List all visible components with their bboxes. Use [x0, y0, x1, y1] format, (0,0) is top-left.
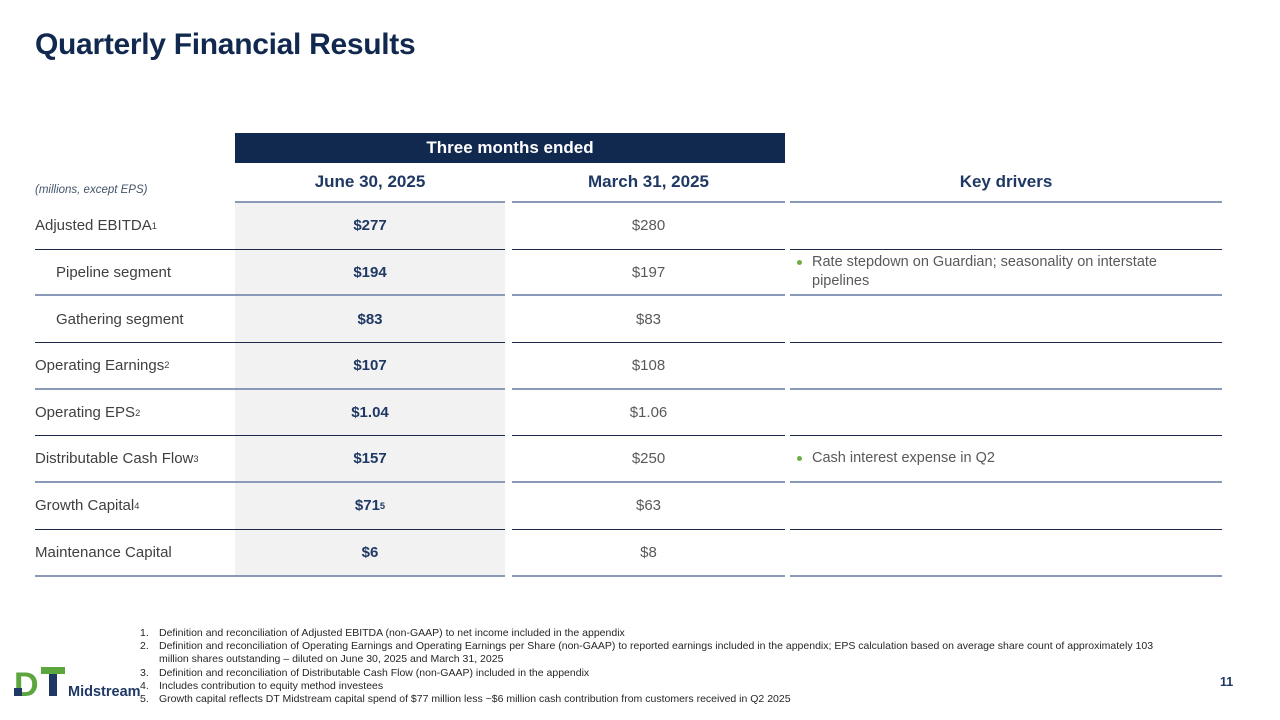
key-driver-cell — [790, 203, 1222, 250]
group-header-row: Three months ended — [35, 133, 1222, 163]
footnote: 5. Growth capital reflects DT Midstream c… — [140, 693, 791, 706]
unit-note: (millions, except EPS) — [35, 184, 148, 196]
key-driver-cell — [790, 530, 1222, 577]
march-value: $8 — [512, 530, 785, 577]
dt-logo-icon: D Midstream — [14, 666, 141, 704]
table-row: Growth Capital 4 $71 5 $63 — [35, 483, 1222, 530]
group-header: Three months ended — [235, 133, 785, 163]
page-number: 11 — [1220, 675, 1234, 689]
june-value: $194 — [235, 249, 505, 297]
key-driver-cell: Cash interest expense in Q2 — [790, 436, 1222, 484]
june-value: $107 — [235, 343, 505, 390]
march-value: $1.06 — [512, 390, 785, 437]
page-title: Quarterly Financial Results — [35, 28, 416, 61]
table-row: Operating Earnings 2 $107 $108 — [35, 343, 1222, 390]
march-value: $108 — [512, 343, 785, 390]
table-row: Gathering segment $83 $83 — [35, 296, 1222, 344]
table-row: Maintenance Capital $6 $8 — [35, 529, 1222, 577]
key-driver-cell — [790, 390, 1222, 437]
row-label: Growth Capital 4 — [35, 483, 235, 530]
table-row: Distributable Cash Flow 3 $157 $250 Cash … — [35, 436, 1222, 484]
key-driver-cell — [790, 483, 1222, 530]
row-label: Gathering segment — [35, 296, 235, 344]
march-value: $280 — [512, 203, 785, 250]
row-label: Pipeline segment — [35, 250, 235, 297]
june-value: $71 5 — [235, 483, 505, 530]
column-header-key-drivers: Key drivers — [790, 163, 1222, 203]
column-header-june: June 30, 2025 — [235, 163, 505, 203]
table-row: Pipeline segment $194 $197 Rate stepdown… — [35, 249, 1222, 297]
june-value: $1.04 — [235, 389, 505, 437]
logo-wordmark: Midstream — [68, 684, 141, 700]
row-label: Operating Earnings 2 — [35, 343, 235, 390]
key-driver-text: Rate stepdown on Guardian; seasonality o… — [812, 253, 1157, 290]
footnote: 3. Definition and reconciliation of Distr… — [140, 666, 590, 679]
dt-midstream-logo: D Midstream — [14, 664, 149, 711]
footnote: 4. Includes contribution to equity method… — [140, 679, 384, 692]
row-label: Maintenance Capital — [35, 530, 235, 577]
march-value: $83 — [512, 296, 785, 344]
financial-results-table: Three months ended (millions, except EPS… — [35, 133, 1222, 577]
key-driver-text: Cash interest expense in Q2 — [812, 450, 995, 467]
footnote: 2. Definition and reconciliation of Opera… — [140, 640, 1154, 666]
march-value: $197 — [512, 250, 785, 297]
footnote: 1. Definition and reconciliation of Adjus… — [140, 627, 625, 639]
footnotes: 1. Definition and reconciliation of Adjus… — [140, 627, 1155, 706]
table-row: Operating EPS 2 $1.04 $1.06 — [35, 389, 1222, 437]
bullet-icon — [797, 456, 802, 462]
table-body: Adjusted EBITDA 1 $277 $280 Pipeline segm… — [35, 203, 1222, 577]
june-value: $83 — [235, 296, 505, 344]
svg-text:D: D — [14, 666, 39, 704]
table-row: Adjusted EBITDA 1 $277 $280 — [35, 203, 1222, 250]
bullet-icon — [797, 259, 802, 265]
row-label: Adjusted EBITDA 1 — [35, 203, 235, 250]
march-value: $63 — [512, 483, 785, 530]
key-driver-cell — [790, 296, 1222, 344]
key-driver-cell: Rate stepdown on Guardian; seasonality o… — [790, 250, 1222, 297]
column-header-march: March 31, 2025 — [512, 163, 785, 203]
march-value: $250 — [512, 436, 785, 484]
column-header-row: (millions, except EPS) June 30, 2025 Mar… — [35, 163, 1222, 203]
june-value: $6 — [235, 529, 505, 577]
row-label: Operating EPS 2 — [35, 390, 235, 437]
row-label: Distributable Cash Flow 3 — [35, 436, 235, 484]
june-value: $277 — [235, 203, 505, 250]
june-value: $157 — [235, 436, 505, 484]
key-driver-cell — [790, 343, 1222, 390]
